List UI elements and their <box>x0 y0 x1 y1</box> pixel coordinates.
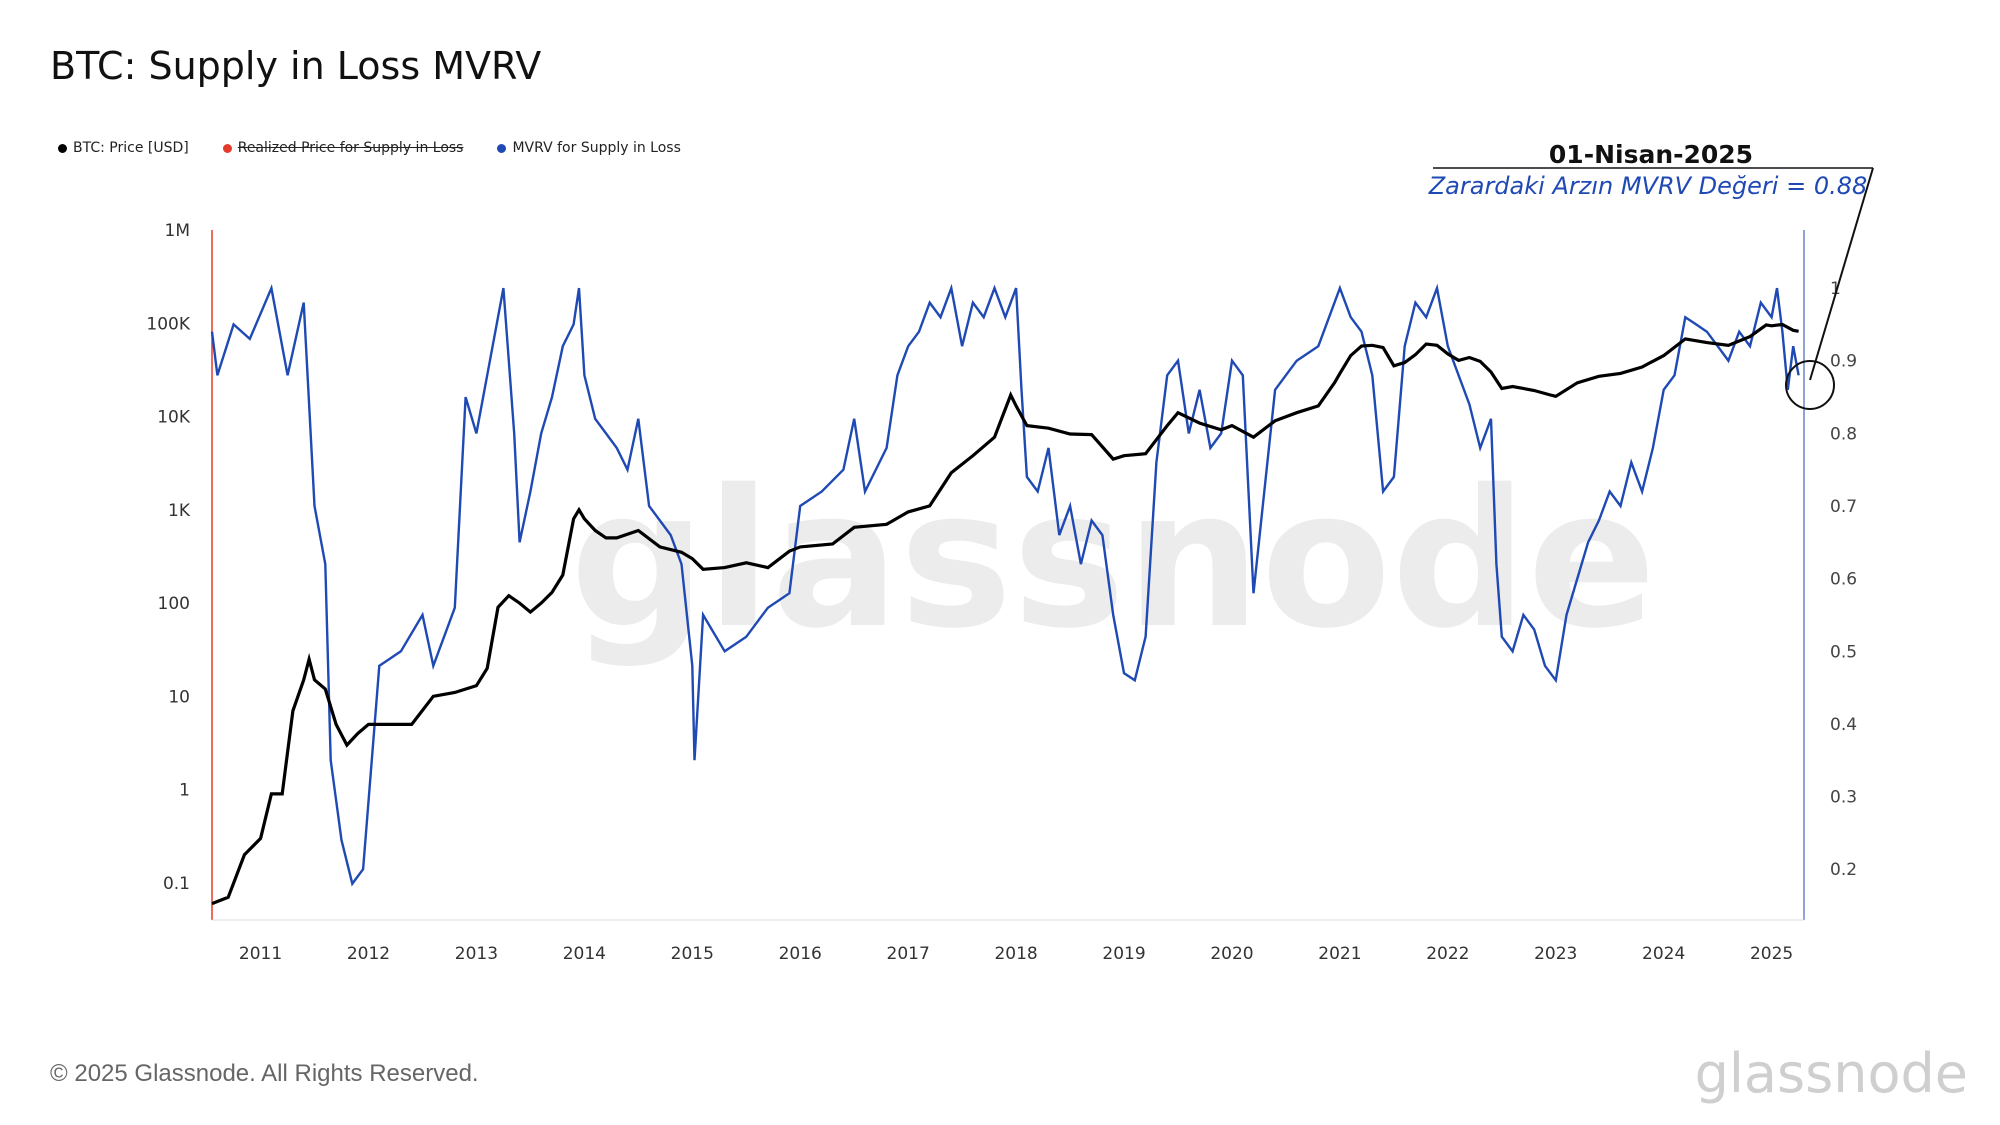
y-left-tick-label: 10K <box>157 408 191 428</box>
legend-item-realized-price[interactable]: Realized Price for Supply in Loss <box>222 140 464 156</box>
x-tick-label: 2023 <box>1534 944 1577 964</box>
legend-item-mvrv[interactable]: MVRV for Supply in Loss <box>497 140 681 156</box>
x-tick-label: 2017 <box>887 944 930 964</box>
legend-label-price: BTC: Price [USD] <box>73 140 189 156</box>
y-left-tick-label: 10 <box>168 687 190 707</box>
x-ticks: 2011 2012 2013 2014 2015 2016 2017 2018 2019 2020… <box>239 944 1793 964</box>
annotation-circle <box>1785 360 1835 410</box>
y-right-tick-label: 0.8 <box>1830 424 1857 444</box>
x-tick-label: 2013 <box>455 944 498 964</box>
x-tick-label: 2011 <box>239 944 282 964</box>
x-tick-label: 2019 <box>1102 944 1145 964</box>
y-right-ticks: 0.2 0.3 0.4 0.5 0.6 0.7 0.8 0.9 1 <box>1830 279 1857 880</box>
x-tick-label: 2025 <box>1750 944 1793 964</box>
series-line-price <box>211 322 1799 906</box>
y-right-tick-label: 0.5 <box>1830 642 1857 662</box>
x-tick-label: 2024 <box>1642 944 1685 964</box>
x-tick-label: 2021 <box>1318 944 1361 964</box>
x-tick-label: 2016 <box>779 944 822 964</box>
y-right-tick-label: 0.3 <box>1830 788 1857 808</box>
brand-logo: glassnode <box>1694 1042 1968 1105</box>
series-line-mvrv <box>210 283 1800 887</box>
annotation-value: Zarardaki Arzın MVRV Değeri = 0.88 <box>1428 172 1868 200</box>
y-right-tick-label: 1 <box>1830 279 1841 299</box>
y-left-ticks: 0.1 1 10 100 1K 10K 100K 1M <box>146 221 190 894</box>
x-tick-label: 2015 <box>671 944 714 964</box>
y-left-tick-label: 100K <box>146 314 190 334</box>
legend-item-price[interactable]: BTC: Price [USD] <box>58 140 189 156</box>
page-title: BTC: Supply in Loss MVRV <box>50 44 542 88</box>
y-left-tick-label: 0.1 <box>163 874 190 894</box>
x-tick-label: 2022 <box>1426 944 1469 964</box>
legend-label-mvrv: MVRV for Supply in Loss <box>512 140 681 156</box>
y-right-tick-label: 0.4 <box>1830 715 1857 735</box>
y-right-tick-label: 0.2 <box>1830 860 1857 880</box>
legend-dot-realized-price <box>222 143 232 153</box>
y-right-tick-label: 0.6 <box>1830 570 1857 590</box>
y-left-tick-label: 1 <box>179 781 190 801</box>
legend: BTC: Price [USD] Realized Price for Supp… <box>58 140 681 156</box>
legend-dot-price <box>58 143 67 153</box>
copyright-footer: © 2025 Glassnode. All Rights Reserved. <box>50 1060 479 1087</box>
x-tick-label: 2014 <box>563 944 606 964</box>
annotation-pointer <box>1809 167 1874 381</box>
y-left-tick-label: 1K <box>168 501 191 521</box>
y-left-tick-label: 100 <box>158 594 190 614</box>
y-left-tick-label: 1M <box>165 221 190 241</box>
legend-label-realized-price: Realized Price for Supply in Loss <box>237 140 464 156</box>
x-tick-label: 2020 <box>1210 944 1253 964</box>
chart-watermark: glassnode <box>570 449 1656 670</box>
legend-dot-mvrv <box>497 143 507 153</box>
y-right-tick-label: 0.7 <box>1830 497 1857 517</box>
y-right-tick-label: 0.9 <box>1830 352 1857 372</box>
x-tick-label: 2018 <box>994 944 1037 964</box>
annotation-date: 01-Nisan-2025 <box>1548 140 1754 169</box>
x-tick-label: 2012 <box>347 944 390 964</box>
